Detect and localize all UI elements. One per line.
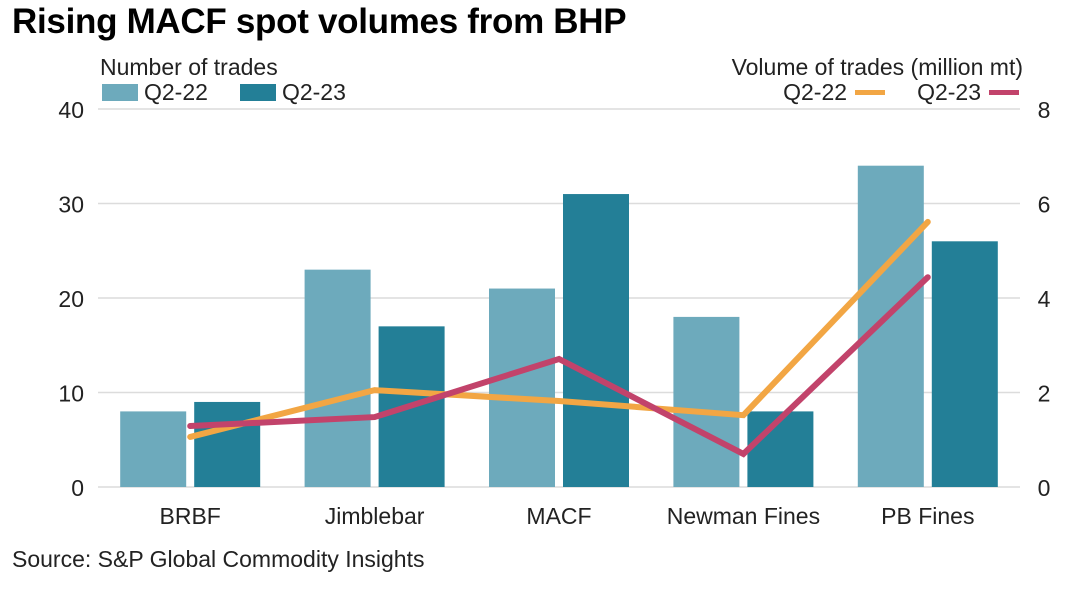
legend-item-bar-q2-23: Q2-23 — [239, 79, 346, 106]
chart-title: Rising MACF spot volumes from BHP — [12, 2, 627, 41]
category-label: PB Fines — [881, 503, 974, 529]
line-q2-23 — [187, 274, 931, 458]
right-axis-title: Volume of trades (million mt) — [731, 54, 1023, 80]
bar-q2-23-macf — [563, 194, 629, 488]
bar-q2-23-brbf — [194, 401, 261, 487]
legend-line-q2-23 — [989, 90, 1019, 95]
legend-item-line-q2-23: Q2-23 — [917, 79, 1019, 106]
category-label: MACF — [526, 503, 591, 529]
bar-q2-23-newman-fines — [747, 411, 814, 487]
right-tick-label: 0 — [1038, 475, 1051, 501]
left-tick-label: 40 — [58, 97, 84, 123]
right-tick-label: 6 — [1038, 192, 1051, 218]
legend-label: Q2-22 — [783, 79, 848, 105]
right-tick-label: 2 — [1038, 381, 1051, 407]
line-legend: Q2-22 Q2-23 — [751, 79, 1019, 106]
bar-legend: Q2-22 Q2-23 — [102, 79, 378, 106]
bar-q2-23-pb-fines — [931, 241, 998, 487]
legend-line-q2-22 — [855, 90, 886, 95]
left-axis-title: Number of trades — [100, 54, 278, 80]
category-label: BRBF — [160, 503, 221, 529]
bar-q2-22-pb-fines — [857, 165, 924, 487]
source-note: Source: S&P Global Commodity Insights — [12, 546, 425, 572]
legend-item-line-q2-22: Q2-22 — [783, 79, 886, 106]
bar-q2-22-jimblebar — [304, 269, 371, 487]
bar-q2-22-newman-fines — [673, 316, 740, 487]
left-tick-label: 30 — [58, 192, 84, 218]
left-tick-label: 20 — [58, 286, 84, 312]
legend-label: Q2-23 — [281, 79, 346, 105]
bar-q2-22-macf — [489, 288, 555, 487]
right-tick-label: 4 — [1038, 286, 1051, 312]
left-tick-label: 0 — [71, 475, 84, 501]
line-q2-22 — [187, 218, 931, 440]
bar-q2-22-brbf — [120, 411, 187, 487]
legend-swatch-bar-q2-23 — [239, 84, 276, 101]
legend-label: Q2-23 — [917, 79, 981, 105]
right-tick-label: 8 — [1038, 97, 1051, 123]
left-tick-label: 10 — [58, 381, 84, 407]
legend-item-bar-q2-22: Q2-22 — [102, 79, 208, 106]
category-label: Jimblebar — [325, 503, 425, 529]
legend-label: Q2-22 — [144, 79, 208, 105]
legend-swatch-bar-q2-22 — [102, 84, 138, 101]
category-label: Newman Fines — [667, 503, 820, 529]
